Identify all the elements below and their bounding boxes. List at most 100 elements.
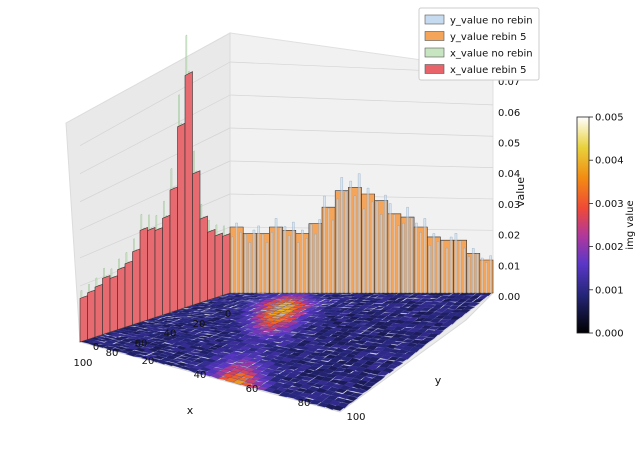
y-bar-norebin	[467, 256, 471, 294]
surface-cell	[201, 305, 214, 309]
surface-cell	[404, 323, 418, 328]
surface-cell	[326, 323, 340, 328]
x-bar	[124, 260, 133, 328]
surface-cell	[379, 354, 393, 360]
surface-cell	[131, 326, 144, 330]
surface-cell	[340, 310, 354, 314]
y-tick-label: 60	[246, 384, 259, 395]
surface-cell	[286, 393, 299, 399]
y-bar-norebin	[463, 247, 466, 294]
surface-cell	[395, 329, 409, 335]
x-bar	[109, 275, 118, 333]
y-bar-norebin	[305, 238, 308, 294]
surface-cell	[274, 367, 288, 372]
surface-cell	[457, 308, 471, 314]
surface-cell	[215, 297, 228, 301]
y-gridline-floor	[339, 292, 494, 413]
surface-cell	[389, 341, 403, 345]
y-bar-norebin	[380, 214, 383, 294]
y-bar-norebin	[327, 207, 330, 294]
surface-cell	[455, 298, 469, 303]
surface-cell	[248, 358, 262, 363]
x-bar	[117, 266, 126, 331]
surface-cell	[229, 375, 243, 380]
x-bar	[207, 228, 216, 301]
surface-cell	[238, 298, 252, 301]
y-bar-norebin	[454, 233, 458, 294]
legend-frame	[418, 7, 540, 81]
surface-cell	[119, 344, 132, 348]
x-bar	[102, 275, 111, 336]
surface-cell	[352, 329, 366, 334]
surface-cell	[314, 341, 328, 346]
surface-cell	[191, 313, 204, 316]
surface-cell	[267, 308, 280, 311]
surface-cell	[265, 301, 278, 305]
surface-cell	[275, 304, 289, 308]
y-bar-norebin	[393, 214, 396, 294]
legend-swatch	[424, 31, 445, 41]
surface-cell	[303, 303, 317, 306]
surface-cell	[360, 376, 374, 382]
surface-cell	[305, 330, 319, 335]
y-bar-norebin	[423, 218, 427, 294]
surface-cell	[421, 295, 435, 299]
y-bar-norebin	[432, 233, 436, 294]
surface-cell	[133, 354, 146, 358]
surface-cell	[258, 371, 271, 376]
x-tick-label: 40	[164, 329, 177, 340]
surface-cell	[418, 332, 432, 337]
surface-cell	[239, 362, 253, 368]
colorbar-tick-label: 0.000	[595, 329, 624, 340]
y-bar-norebin	[336, 198, 339, 294]
z-gridline-left	[79, 160, 231, 231]
surface-cell	[341, 368, 355, 374]
surface-cell	[342, 305, 355, 308]
surface-cell	[272, 319, 285, 322]
surface-cell	[270, 388, 284, 395]
y-bar-norebin	[292, 221, 295, 294]
x-bar	[199, 215, 208, 304]
surface-cell	[147, 329, 160, 333]
surface-cell	[325, 347, 339, 351]
surface-cell	[269, 351, 283, 356]
x-bar	[214, 232, 223, 299]
z-tick-label: 0.02	[498, 231, 520, 242]
surface-cell	[332, 374, 346, 380]
surface-cell	[118, 350, 131, 354]
surface-cell	[365, 305, 378, 310]
surface-cell	[259, 293, 273, 297]
surface-cell	[224, 359, 238, 364]
surface-cell	[278, 295, 291, 299]
surface-cell	[158, 348, 172, 352]
y-bar-norebin	[410, 217, 413, 294]
surface-cell	[200, 310, 213, 313]
y-bar-norebin	[436, 241, 440, 294]
surface-cell	[407, 311, 421, 315]
surface-cell	[394, 357, 408, 362]
surface-cell	[201, 353, 215, 359]
surface-cell	[110, 347, 124, 352]
x-bar	[169, 186, 178, 314]
surface-cell	[340, 356, 353, 362]
surface-cell	[427, 326, 441, 330]
y-tick-label: 0	[93, 342, 99, 353]
surface-cell	[221, 333, 235, 338]
surface-cell	[342, 390, 356, 396]
surface-cell	[250, 297, 264, 300]
surface-cell	[322, 342, 336, 348]
surface-cell	[387, 312, 401, 317]
x-tick-label: 20	[193, 319, 206, 330]
surface-cell	[345, 395, 359, 402]
z-tick-label: 0.03	[498, 200, 520, 211]
surface-cell	[283, 304, 297, 308]
y-bar-norebin	[296, 242, 300, 294]
surface-cell	[306, 324, 320, 329]
surface-cell	[192, 309, 205, 313]
x-bar	[139, 227, 148, 323]
colorbar-ramp	[576, 116, 590, 334]
surface-cell	[462, 305, 476, 311]
y-bar-norebin	[314, 233, 317, 294]
surface-cell	[367, 294, 381, 299]
surface-cell	[217, 302, 231, 306]
